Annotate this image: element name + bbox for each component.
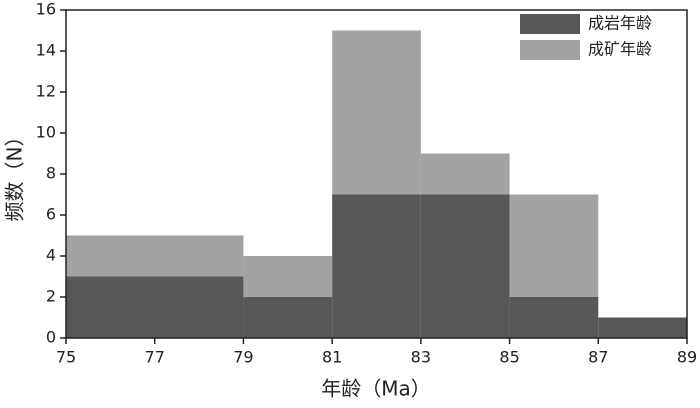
bar-segment [243, 256, 333, 297]
legend-swatch [520, 14, 580, 34]
bar-segment [332, 194, 421, 338]
x-tick-label: 79 [233, 348, 253, 367]
bar-segment [243, 297, 333, 338]
x-axis-label: 年龄（Ma） [321, 377, 431, 401]
y-tick-label: 4 [46, 246, 56, 265]
x-tick-label: 81 [322, 348, 342, 367]
y-tick-label: 16 [36, 0, 56, 19]
bar-segment [509, 194, 599, 297]
x-tick-label: 75 [56, 348, 76, 367]
y-tick-label: 8 [46, 164, 56, 183]
y-tick-label: 10 [36, 123, 56, 142]
bar-segment [66, 235, 244, 277]
y-tick-label: 14 [36, 41, 56, 60]
x-tick-label: 87 [588, 348, 608, 367]
legend-label: 成岩年龄 [588, 14, 652, 33]
legend-label: 成矿年龄 [588, 40, 652, 59]
x-tick-label: 89 [677, 348, 697, 367]
y-tick-label: 2 [46, 287, 56, 306]
y-tick-label: 12 [36, 82, 56, 101]
y-tick-label: 6 [46, 205, 56, 224]
x-tick-label: 77 [145, 348, 165, 367]
y-axis-label: 频数（N） [3, 127, 27, 222]
y-tick-label: 0 [46, 328, 56, 347]
bar-segment [420, 194, 510, 338]
legend-swatch [520, 40, 580, 60]
bar-segment [598, 317, 687, 338]
bar-segment [509, 297, 599, 338]
bar-segment [332, 30, 421, 195]
bar-segment [420, 153, 510, 195]
x-tick-label: 83 [411, 348, 431, 367]
bar-segment [66, 276, 244, 338]
x-tick-label: 85 [499, 348, 519, 367]
